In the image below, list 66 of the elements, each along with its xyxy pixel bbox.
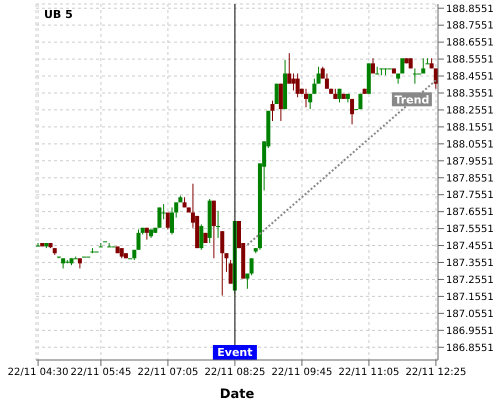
series-label: Trend	[394, 93, 430, 106]
y-tick-label: 188.7551	[446, 20, 494, 32]
candlestick	[425, 58, 430, 64]
candlestick	[107, 242, 112, 248]
candlestick	[400, 58, 404, 74]
y-tick-label: 187.2551	[446, 275, 494, 286]
y-tick-label: 186.8551	[446, 342, 494, 354]
y-tick-label: 188.3551	[446, 88, 494, 100]
y-tick-label: 188.2551	[446, 105, 494, 116]
candlestick	[350, 98, 354, 125]
candlestick	[199, 224, 204, 250]
y-tick-label: 187.5551	[446, 224, 494, 236]
x-axis-title: Date	[220, 387, 254, 400]
y-tick-label: 187.0551	[446, 308, 494, 320]
y-tick-label: 188.0551	[446, 139, 494, 150]
candlestick	[166, 212, 170, 230]
candlestick	[291, 73, 296, 91]
y-tick-label: 188.8551	[446, 4, 494, 15]
y-tick-label: 186.9551	[446, 326, 494, 337]
candlestick	[296, 73, 300, 98]
candlestick	[228, 259, 233, 284]
y-tick-label: 188.6551	[446, 38, 494, 49]
y-tick-label: 187.6551	[446, 207, 494, 218]
x-tick-label: 22/11 09:45	[271, 367, 332, 378]
candlestick	[375, 66, 380, 75]
candlestick	[308, 93, 312, 110]
chart-title: UB 5	[44, 8, 73, 21]
candlestick	[316, 66, 321, 84]
candlestick	[216, 210, 220, 238]
candlestick	[74, 256, 78, 260]
x-tick-label: 22/11 07:05	[137, 367, 198, 378]
x-tick-label: 22/11 08:25	[204, 367, 266, 378]
y-tick-label: 188.1551	[446, 122, 494, 134]
x-tick-label: 22/11 11:05	[338, 367, 400, 378]
candlestick	[333, 88, 338, 100]
candlestick	[120, 248, 124, 259]
candlestick	[136, 228, 140, 250]
y-tick-label: 187.9551	[446, 156, 494, 168]
x-tick-label: 22/11 04:30	[8, 367, 69, 378]
y-tick-label: 188.4551	[446, 72, 494, 83]
candlestick	[412, 68, 417, 84]
candlestick	[304, 88, 308, 108]
ref-line-label: Event	[217, 346, 253, 359]
candlestick	[408, 58, 413, 69]
y-tick-label: 187.4551	[446, 241, 494, 252]
candlestick	[182, 196, 187, 208]
y-tick-label: 187.7551	[446, 190, 494, 202]
candlestick	[250, 258, 254, 276]
candlestick	[274, 83, 279, 105]
candlestick	[98, 242, 103, 248]
candlestick	[245, 273, 250, 290]
y-tick-label: 187.1551	[446, 292, 494, 303]
x-tick-label: 22/11 05:45	[70, 367, 132, 378]
candlestick	[371, 58, 375, 74]
y-tick-label: 188.5551	[446, 54, 494, 66]
candlestick	[338, 88, 342, 103]
candlestick	[396, 73, 400, 84]
candlestick	[220, 230, 224, 296]
candlestick	[421, 58, 426, 74]
x-tick-label: 22/11 12:25	[405, 367, 466, 378]
candlestick	[170, 206, 174, 236]
y-tick-label: 187.3551	[446, 258, 494, 270]
candlestick	[430, 58, 434, 69]
candlestick	[157, 206, 162, 228]
y-tick-label: 187.8551	[446, 173, 494, 184]
candlestick	[270, 100, 274, 122]
